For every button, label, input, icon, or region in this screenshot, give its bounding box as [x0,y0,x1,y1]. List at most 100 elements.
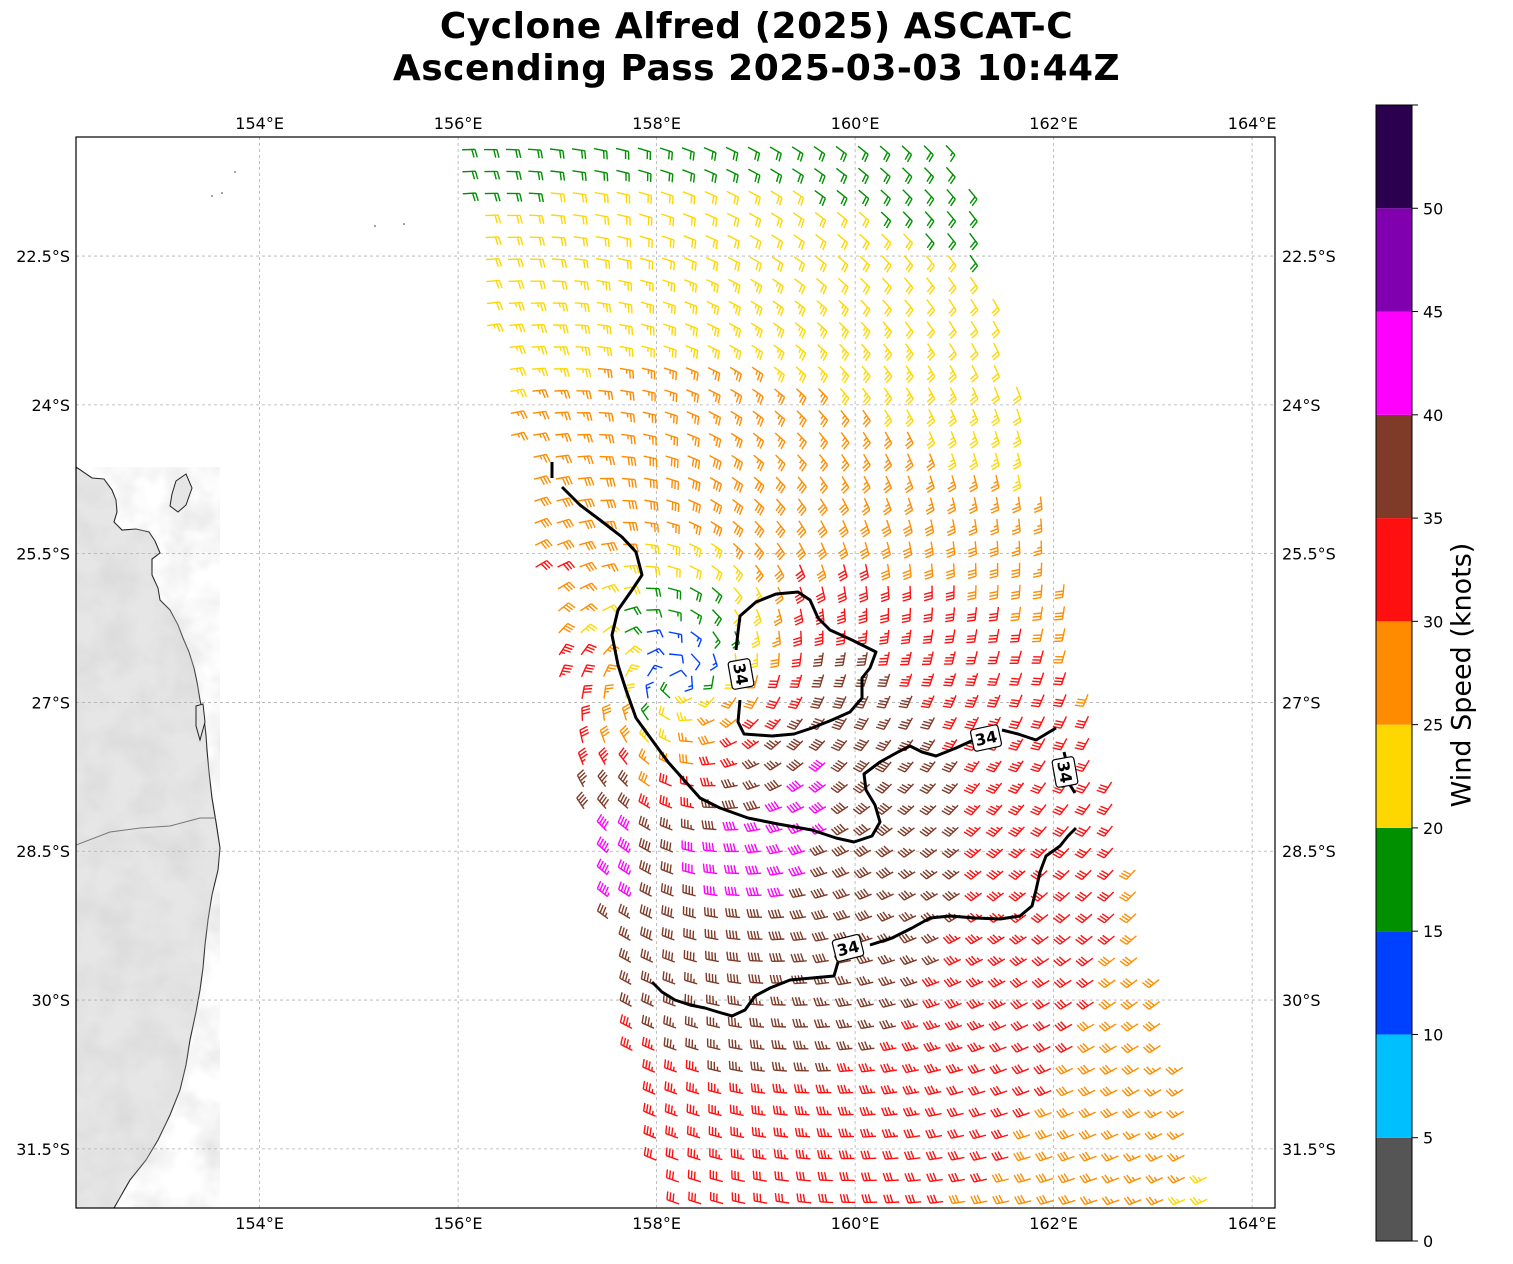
wind-barb [793,256,806,273]
wind-barb [817,1193,834,1204]
wind-barb [723,864,740,875]
wind-barb [883,431,893,450]
wind-barb [969,254,979,273]
wind-barb [1166,1153,1185,1162]
wind-barb [1167,1174,1186,1184]
colorbar-tick-label: 5 [1423,1129,1433,1148]
wind-barb [680,796,695,809]
wind-barb [991,1151,1009,1162]
wind-barb [882,1172,899,1182]
wind-barb [794,300,806,317]
wind-barb [621,703,631,721]
wind-barb [726,951,741,963]
wind-barb [988,1042,1007,1053]
wind-barb [796,520,807,539]
wind-barb [945,166,956,185]
wind-barb [573,258,589,269]
wind-barb [991,342,1001,361]
wind-barb [677,732,693,743]
wind-barb [838,1128,855,1138]
wind-barb [720,697,737,709]
wind-barb [748,212,762,228]
wind-barb [617,881,632,897]
wind-barb [817,520,828,539]
wind-barb [597,367,613,379]
colorbar: 0 5 10 15 20 25 30 35 40 45 50 [1375,104,1443,1251]
wind-barb [859,233,870,251]
wind-barb [987,650,1000,665]
wind-barb [922,629,934,644]
wind-barb [731,498,744,516]
wind-barb [793,1062,809,1072]
wind-barb [557,602,576,613]
wind-barb [615,147,630,160]
wind-barb [839,1172,855,1182]
wind-barb [533,432,551,442]
wind-barb [664,1103,678,1117]
wind-barb [1052,716,1068,729]
wind-barb [669,669,688,678]
wind-barb [1076,999,1094,1010]
wind-barb [1030,826,1047,837]
wind-barb [730,1148,745,1161]
wind-barb [753,454,765,472]
wind-barb [924,189,935,207]
wind-barb [945,144,956,163]
wind-barb [534,496,552,507]
wind-barb [619,345,634,358]
wind-barb [903,1150,921,1161]
wind-barb [990,1129,1009,1140]
wind-barb [1121,1064,1140,1075]
wind-barb [704,212,718,228]
colorbar-tick-label: 0 [1423,1232,1433,1251]
wind-barb [646,647,665,656]
wind-barb [725,929,741,941]
wind-barb [750,322,763,339]
wind-barb [1030,694,1045,708]
wind-barb [619,970,632,986]
wind-barb [1074,715,1090,729]
wind-barb [792,630,803,647]
wind-barb [746,930,763,940]
wind-barb [1053,956,1072,967]
wind-barb [528,170,544,181]
wind-barb [814,212,827,229]
wind-barb [925,497,935,515]
wind-barb [1034,1107,1052,1118]
wind-barb [1142,1021,1161,1032]
wind-barb [816,1128,833,1138]
wind-barb [830,781,849,794]
wind-barb [857,1019,875,1030]
wind-barb [905,343,914,362]
wind-barb [507,214,523,224]
wind-barb [1074,781,1091,794]
wind-barb [764,800,783,813]
wind-barb [683,257,697,271]
wind-barb [1014,1194,1032,1205]
wind-barb [840,409,850,428]
wind-barb [706,278,719,294]
wind-barb [772,278,784,295]
wind-barb [942,933,961,945]
wind-barb [795,564,806,583]
wind-barb [663,1059,678,1073]
wind-barb [964,716,980,730]
wind-barb [668,609,682,622]
wind-barb [838,498,850,516]
wind-barb [596,880,610,898]
wind-barb [965,977,984,988]
wind-barb [770,190,783,206]
wind-barb [923,145,934,163]
colorbar-bin [1376,414,1412,519]
wind-barb [664,1081,678,1095]
wind-barb [747,146,761,162]
wind-barb [969,430,979,449]
wind-barb [861,343,871,362]
wind-barb [926,321,936,339]
wind-barb [1078,1108,1096,1119]
wind-barb [711,609,722,627]
wind-barb [902,541,913,559]
lon-tick-label-top: 162°E [1029,114,1078,133]
wind-barb [642,1080,656,1095]
wind-barb [830,802,849,815]
